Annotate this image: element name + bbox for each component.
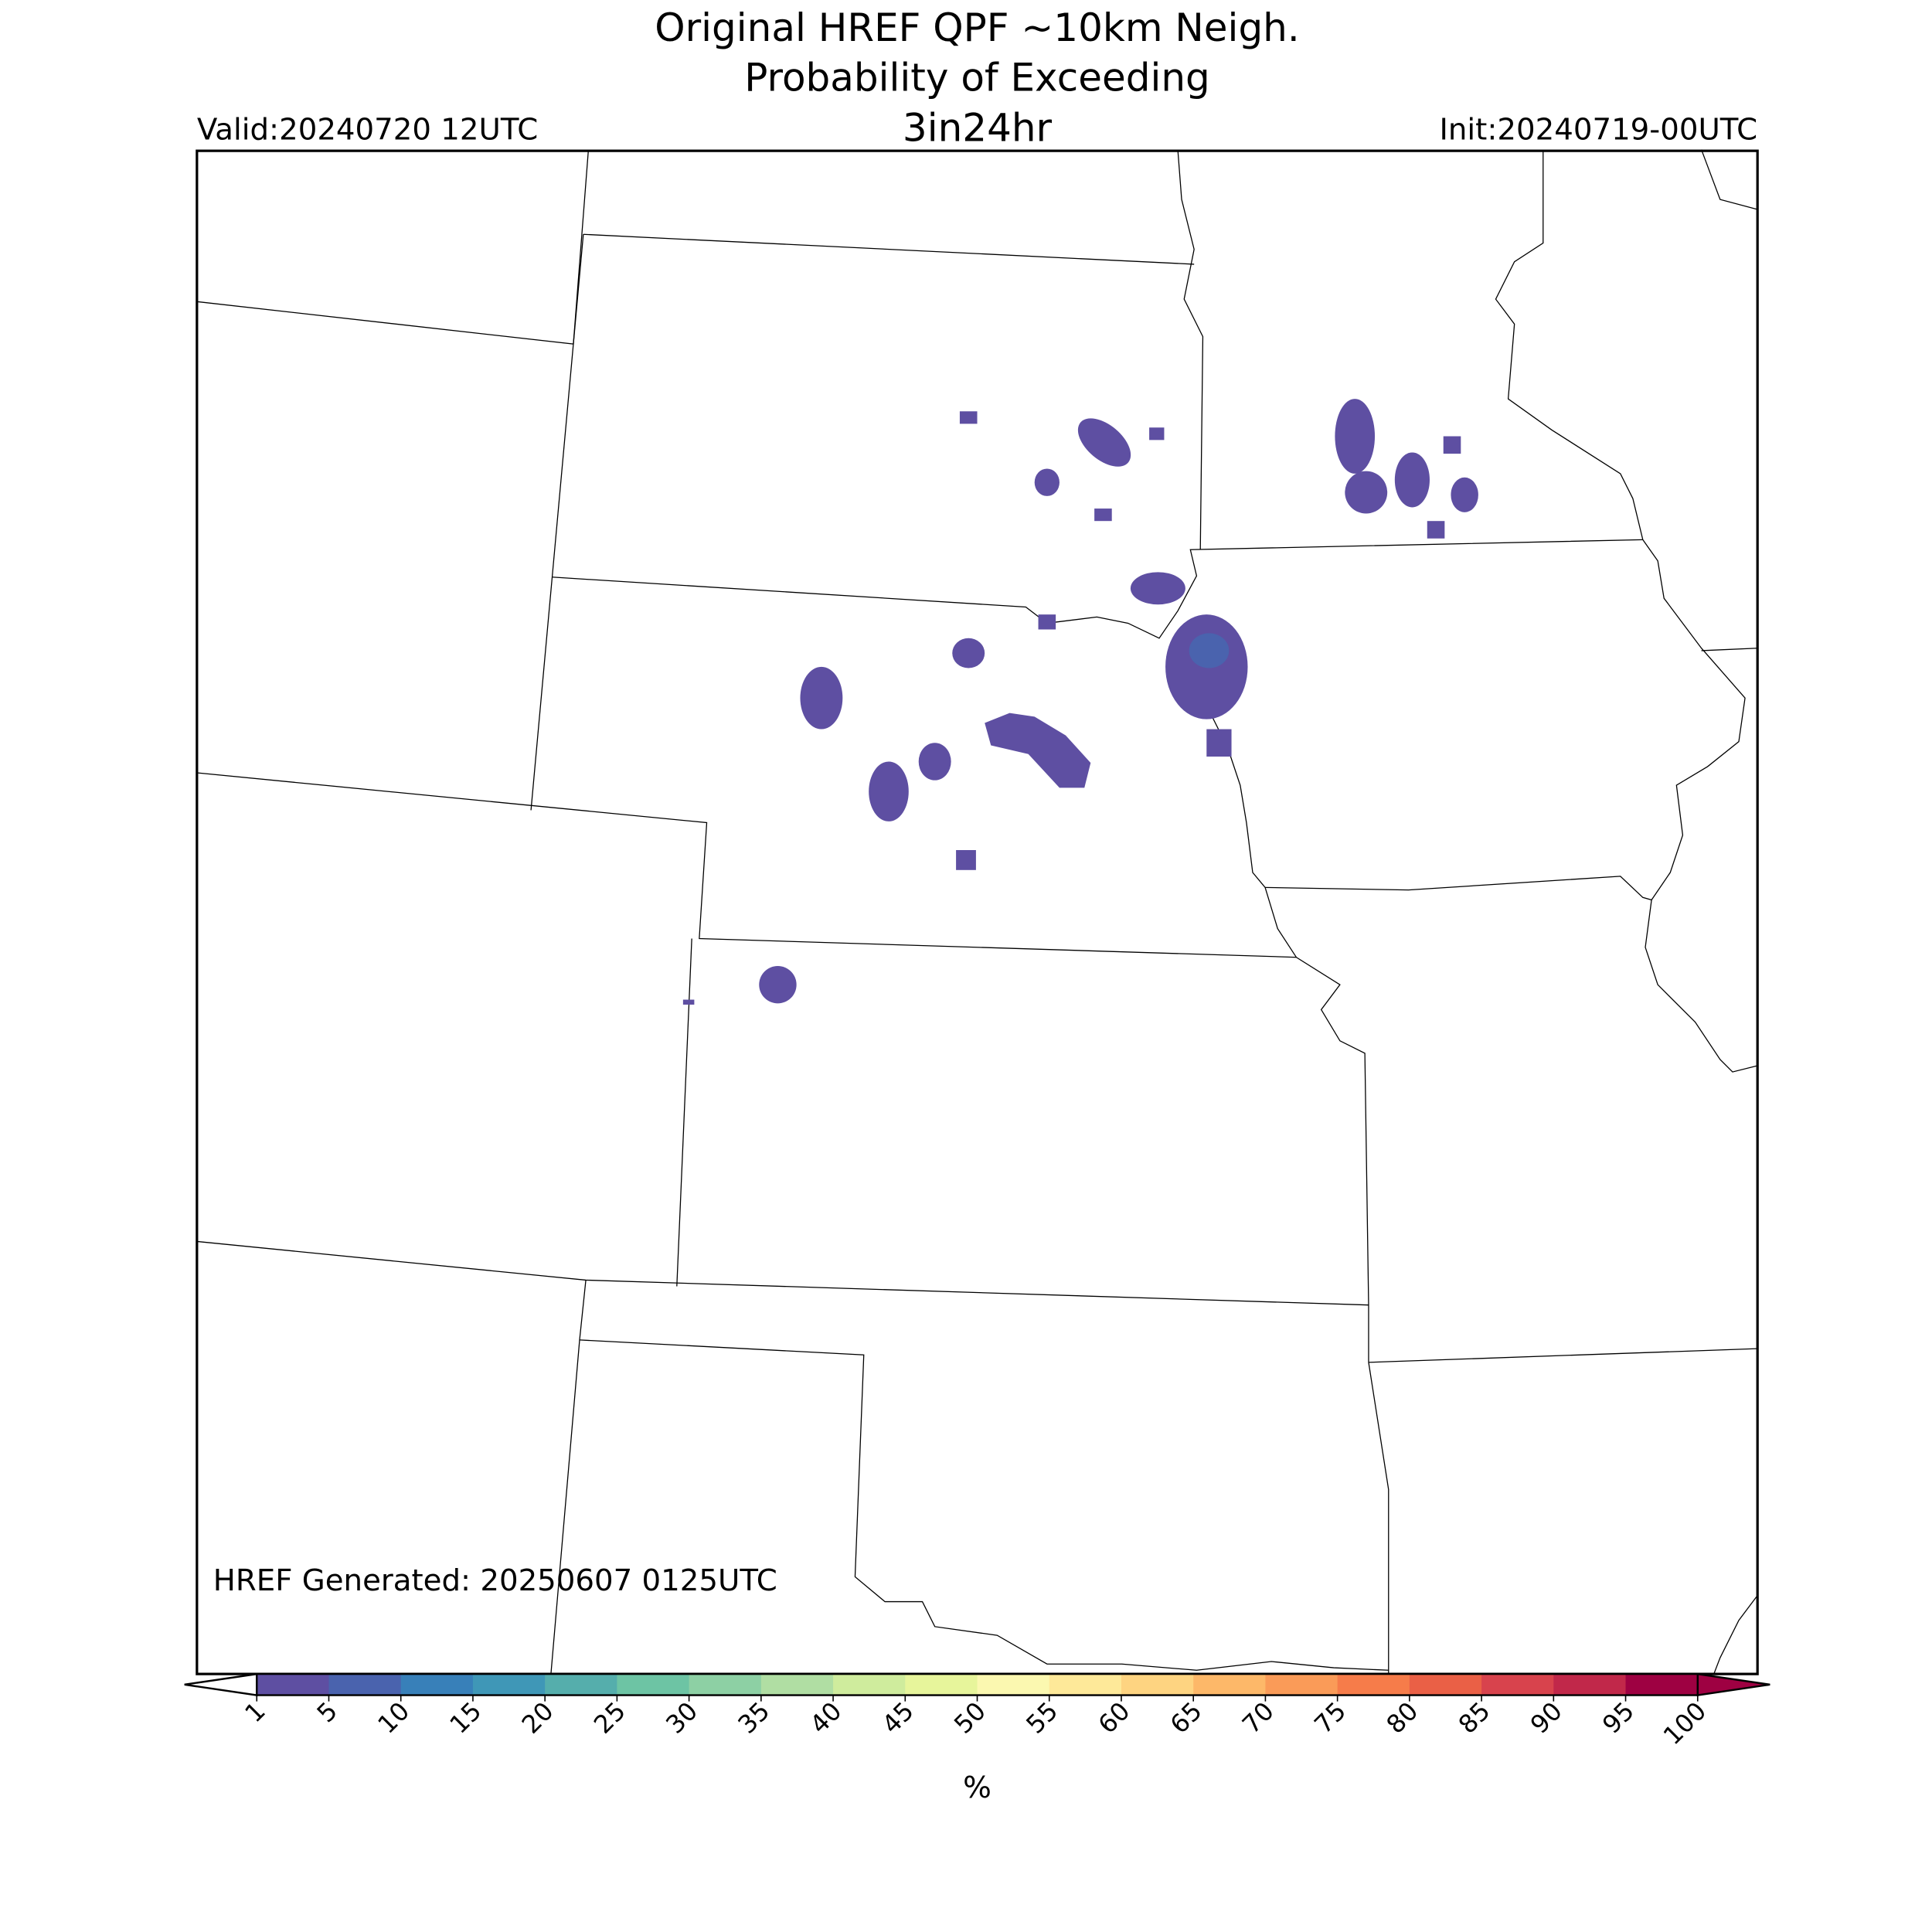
colorbar-segment — [977, 1674, 1050, 1696]
colorbar-segment — [617, 1674, 690, 1696]
colorbar-segment — [1337, 1674, 1410, 1696]
generated-note: HREF Generated: 20250607 0125UTC — [213, 1563, 777, 1598]
colorbar-tick-label: 80 — [1381, 1696, 1424, 1740]
title-line: 3in24hr — [903, 105, 1053, 150]
map — [196, 149, 1759, 1675]
colorbar-segment — [545, 1674, 617, 1696]
valid-label: Valid:20240720 12UTC — [197, 113, 538, 148]
figure-content: Original HREF QPF ~10km Neigh. Probabili… — [184, 5, 1770, 1805]
title-line: Probability of Exceeding — [744, 56, 1209, 100]
colorbar-tick-label: 85 — [1453, 1696, 1496, 1740]
colorbar-segment — [472, 1674, 546, 1696]
colorbar-tick-label: 75 — [1308, 1696, 1352, 1740]
colorbar-tick-label: 95 — [1597, 1696, 1640, 1740]
colorbar-tick-label: 40 — [804, 1696, 848, 1740]
colorbar-segment — [760, 1674, 834, 1696]
colorbar-tick-label: 10 — [372, 1696, 415, 1740]
colorbar-tick-label: 65 — [1165, 1696, 1208, 1740]
precip-areas — [682, 399, 1478, 1005]
colorbar-segment — [1121, 1674, 1194, 1696]
title-line: Original HREF QPF ~10km Neigh. — [655, 5, 1299, 50]
colorbar-segment — [1625, 1674, 1699, 1696]
colorbar-segment — [328, 1674, 402, 1696]
colorbar-tick-label: 35 — [733, 1696, 776, 1740]
colorbar-segment — [1409, 1674, 1482, 1696]
colorbar-segment — [1553, 1674, 1627, 1696]
colorbar-tick-label: 60 — [1093, 1696, 1136, 1740]
colorbar-tick-label: 5 — [311, 1696, 343, 1728]
init-label: Init:20240719-00UTC — [1440, 113, 1758, 148]
map-background — [196, 151, 1758, 1675]
colorbar-segment — [1265, 1674, 1338, 1696]
colorbar-segment — [1193, 1674, 1266, 1696]
colorbar-segment — [1481, 1674, 1554, 1696]
colorbar-tick-label: 45 — [876, 1696, 920, 1740]
colorbar-label: % — [963, 1770, 992, 1805]
colorbar-tick-label: 70 — [1236, 1696, 1280, 1740]
colorbar-extend-high — [1696, 1672, 1770, 1696]
colorbar-tick-label: 25 — [588, 1696, 631, 1740]
colorbar-segment — [1049, 1674, 1122, 1696]
colorbar-segment — [905, 1674, 978, 1696]
colorbar-tick-label: 1 — [239, 1696, 270, 1728]
colorbar-tick-label: 15 — [444, 1696, 488, 1740]
colorbar-tick-label: 55 — [1020, 1696, 1063, 1740]
colorbar-segment — [833, 1674, 906, 1696]
colorbar-segment — [257, 1674, 329, 1696]
colorbar-segment — [689, 1674, 762, 1696]
colorbar-tick-label: 90 — [1525, 1696, 1568, 1740]
colorbar-extend-low — [184, 1672, 258, 1696]
colorbar-tick-label: 100 — [1658, 1696, 1712, 1750]
colorbar-segment — [400, 1674, 474, 1696]
colorbar-tick-label: 50 — [948, 1696, 992, 1740]
colorbar: 1 5 10 15 20 25 30 35 40 45 50 55 60 65 70 75 80 85 90 95 10… — [184, 1672, 1770, 1805]
colorbar-tick-label: 30 — [660, 1696, 703, 1740]
colorbar-tick-label: 20 — [516, 1696, 560, 1740]
